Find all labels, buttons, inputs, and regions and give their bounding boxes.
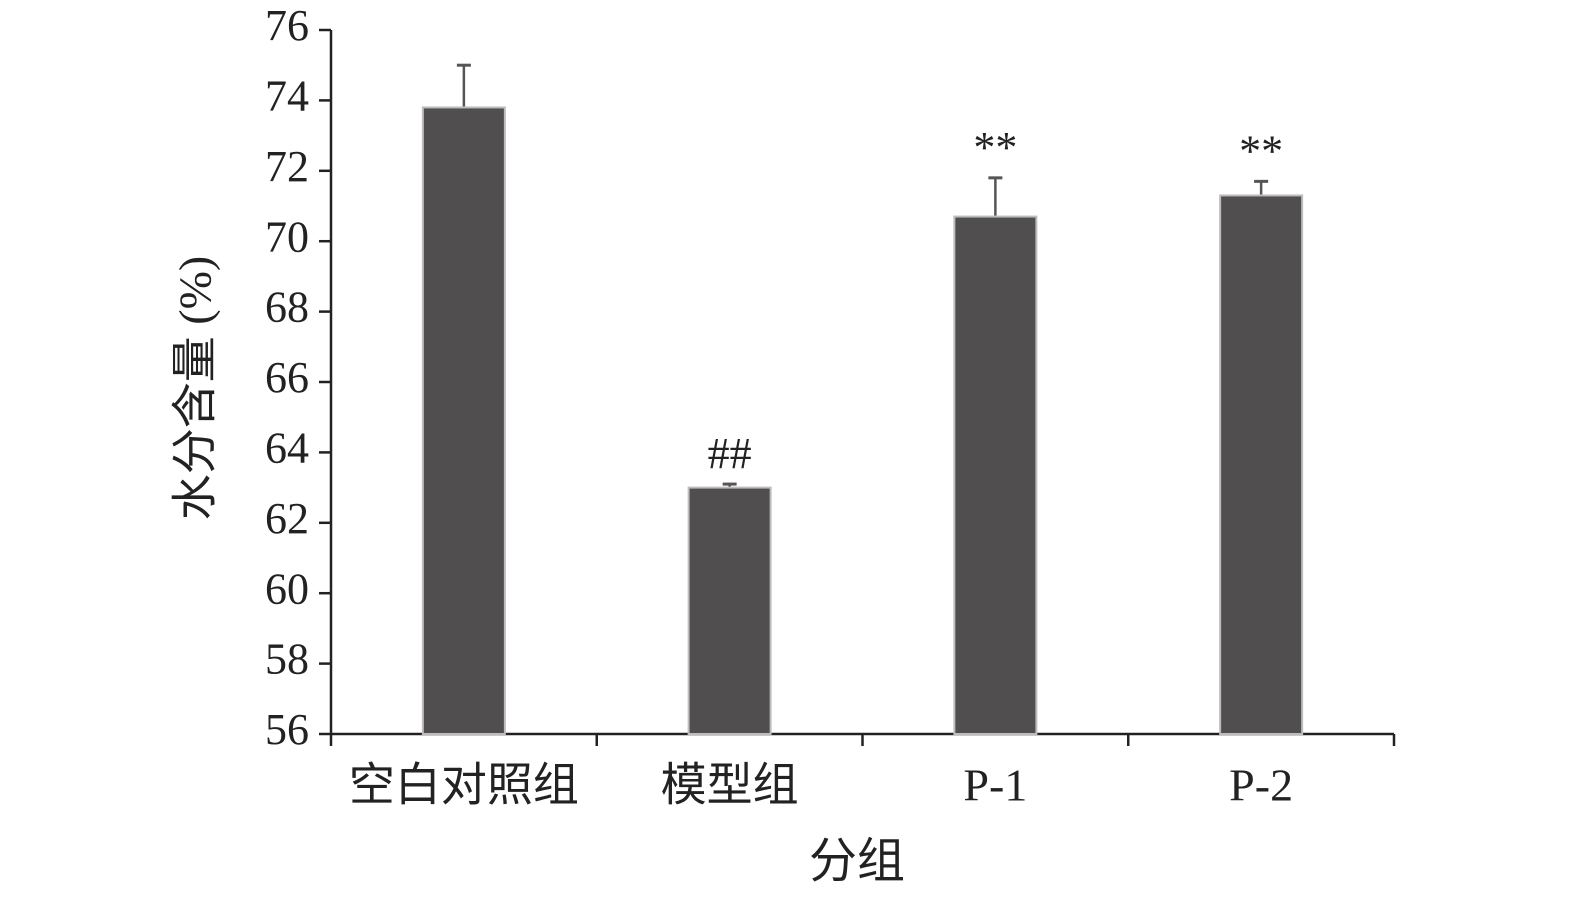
significance-label: ## [708, 429, 752, 478]
y-tick-label: 66 [265, 353, 309, 402]
x-axis-label: 分组 [809, 835, 905, 888]
y-tick-label: 60 [265, 564, 309, 613]
y-tick-label: 64 [265, 423, 309, 472]
y-tick-label: 74 [265, 71, 309, 120]
x-tick-label: 空白对照组 [349, 760, 579, 811]
bar [421, 106, 506, 735]
significance-label: ** [1239, 126, 1283, 175]
y-tick-label: 58 [265, 635, 309, 684]
significance-label: ** [973, 123, 1017, 172]
x-tick-label: 模型组 [661, 760, 799, 811]
y-tick-label: 72 [265, 142, 309, 191]
x-tick-label: P-1 [963, 760, 1027, 811]
bar [953, 215, 1038, 735]
y-axis-label: 水分含量 (%) [170, 256, 221, 520]
y-tick-label: 68 [265, 283, 309, 332]
y-tick-label: 76 [265, 1, 309, 50]
y-tick-label: 62 [265, 494, 309, 543]
bar [1219, 194, 1304, 735]
x-tick-label: P-2 [1229, 760, 1293, 811]
y-tick-label: 70 [265, 212, 309, 261]
y-tick-label: 56 [265, 705, 309, 754]
bar [687, 486, 772, 735]
